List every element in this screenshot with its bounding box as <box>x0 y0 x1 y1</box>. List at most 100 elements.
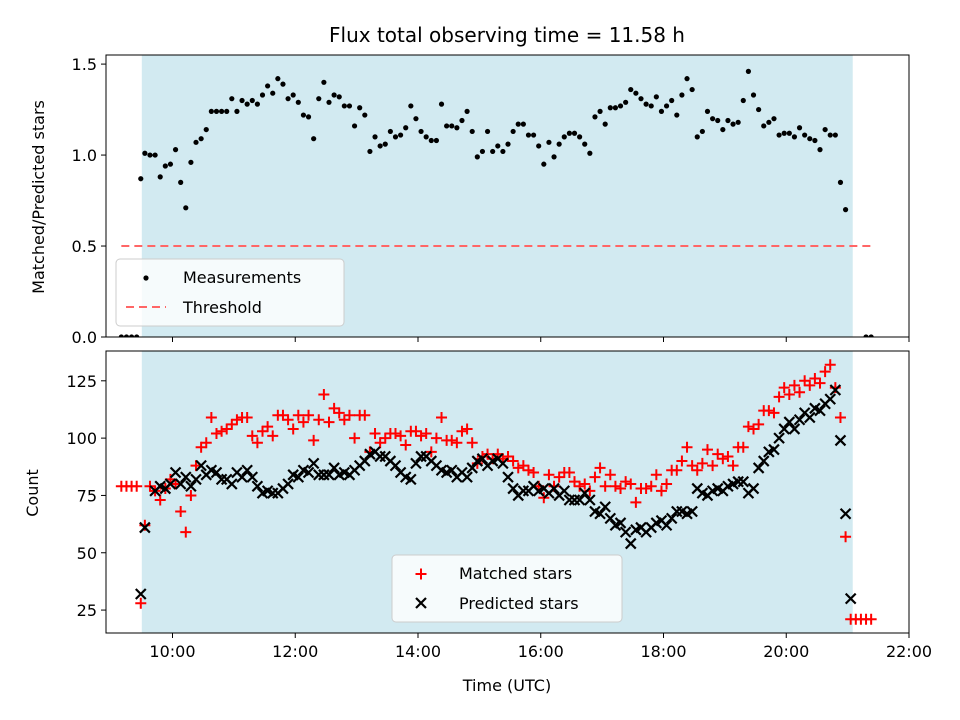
measurement-point <box>229 96 235 102</box>
measurement-point <box>138 176 144 182</box>
predicted-star-point <box>824 393 837 405</box>
predicted-star-point <box>210 466 223 479</box>
measurement-point <box>822 126 828 133</box>
measurement-point <box>351 123 358 129</box>
axes-frame <box>105 350 910 634</box>
predicted-star-point <box>768 443 780 456</box>
matched-star-point <box>661 478 673 490</box>
count-panel: 25 50 75 100 125 10:00 12:00 14:00 16:00 18:00 20:… <box>66 350 932 661</box>
matched-star-point <box>717 453 729 465</box>
matched-star-point <box>180 526 192 538</box>
measurement-point <box>699 128 705 135</box>
matched-star-point <box>451 437 463 449</box>
measurement-point <box>868 334 874 337</box>
measurement-point <box>495 143 501 149</box>
measurement-point <box>157 174 163 180</box>
matched-star-point <box>415 430 427 442</box>
matched-star-point <box>395 430 407 442</box>
matched-star-point <box>446 434 458 446</box>
predicted-star-point <box>737 475 750 488</box>
measurement-point <box>500 148 506 155</box>
y-tick-label: 25 <box>77 601 97 620</box>
matched-star-point <box>620 476 632 488</box>
predicted-star-point <box>619 526 632 538</box>
measurement-point <box>178 179 184 185</box>
measurement-point <box>761 123 767 129</box>
x-tick-label: 18:00 <box>640 642 686 661</box>
measurement-point <box>244 101 250 107</box>
predicted-star-point <box>195 459 207 472</box>
measurement-point <box>556 141 562 147</box>
measurement-point <box>183 205 189 211</box>
y-tick-label: 125 <box>66 372 97 391</box>
measurement-point <box>505 141 511 147</box>
matched-star-point <box>292 409 304 421</box>
measurement-point <box>653 94 659 100</box>
predicted-star-point <box>328 462 340 474</box>
measurement-point <box>725 117 731 124</box>
ratio-panel: 0.0 0.5 1.0 1.5 Measurements Threshold <box>72 54 910 347</box>
matched-star-point <box>267 430 279 442</box>
measurement-point <box>444 123 450 129</box>
measurement-point <box>863 334 869 337</box>
top-y-axis-label: Matched/Predicted stars <box>29 100 48 294</box>
measurement-point <box>249 97 255 104</box>
predicted-star-point <box>578 487 591 499</box>
measurement-point <box>203 126 209 133</box>
measurement-point <box>198 136 204 142</box>
measurement-point <box>582 141 588 147</box>
predicted-star-point <box>174 478 187 490</box>
matched-star-point <box>131 480 143 492</box>
matched-star-point <box>251 437 263 449</box>
matched-star-point <box>389 428 401 440</box>
series-predicted-stars <box>135 384 857 605</box>
matched-star-point <box>650 469 662 481</box>
measurement-point <box>134 334 140 337</box>
measurement-point <box>123 334 130 337</box>
measurement-point <box>208 108 214 114</box>
measurement-point <box>152 152 158 158</box>
matched-star-point <box>369 428 381 440</box>
x-tick-label: 12:00 <box>272 642 318 661</box>
predicted-star-point <box>829 384 842 396</box>
measurement-point <box>326 99 332 105</box>
matched-star-point <box>819 366 831 378</box>
measurement-point <box>607 105 613 111</box>
predicted-star-point <box>614 517 627 529</box>
measurement-point <box>290 92 296 98</box>
predicted-star-point <box>246 471 259 483</box>
predicted-star-point <box>502 471 514 483</box>
measurement-point <box>842 207 849 213</box>
predicted-star-point <box>445 464 458 476</box>
measurement-point <box>469 128 475 135</box>
data-marks <box>115 359 877 625</box>
matched-star-point <box>742 421 754 433</box>
measurement-point <box>536 143 542 149</box>
measurement-point <box>592 114 598 120</box>
predicted-star-point <box>594 508 606 520</box>
measurement-point <box>525 132 532 138</box>
matched-star-point <box>594 462 606 474</box>
measurement-point <box>234 108 240 114</box>
matched-star-point <box>640 483 652 495</box>
measurement-point <box>438 101 445 107</box>
predicted-star-point <box>747 482 760 495</box>
measurement-point <box>802 132 808 138</box>
measurement-point <box>474 154 480 160</box>
measurement-point <box>346 103 353 109</box>
measurement-point <box>142 150 148 156</box>
measurement-point <box>265 83 271 89</box>
measurement-point <box>275 76 281 82</box>
measurement-point <box>459 117 465 124</box>
matched-star-point <box>707 460 719 472</box>
matched-star-point <box>507 455 519 467</box>
measurement-point <box>239 97 245 104</box>
measurement-point <box>587 150 593 156</box>
measurement-point <box>418 128 424 135</box>
matched-star-point <box>359 409 371 421</box>
predicted-star-point <box>476 452 489 465</box>
matched-star-point <box>691 464 703 476</box>
measurement-point <box>776 132 782 138</box>
measurement-point <box>541 161 547 167</box>
measurement-point <box>617 103 624 109</box>
